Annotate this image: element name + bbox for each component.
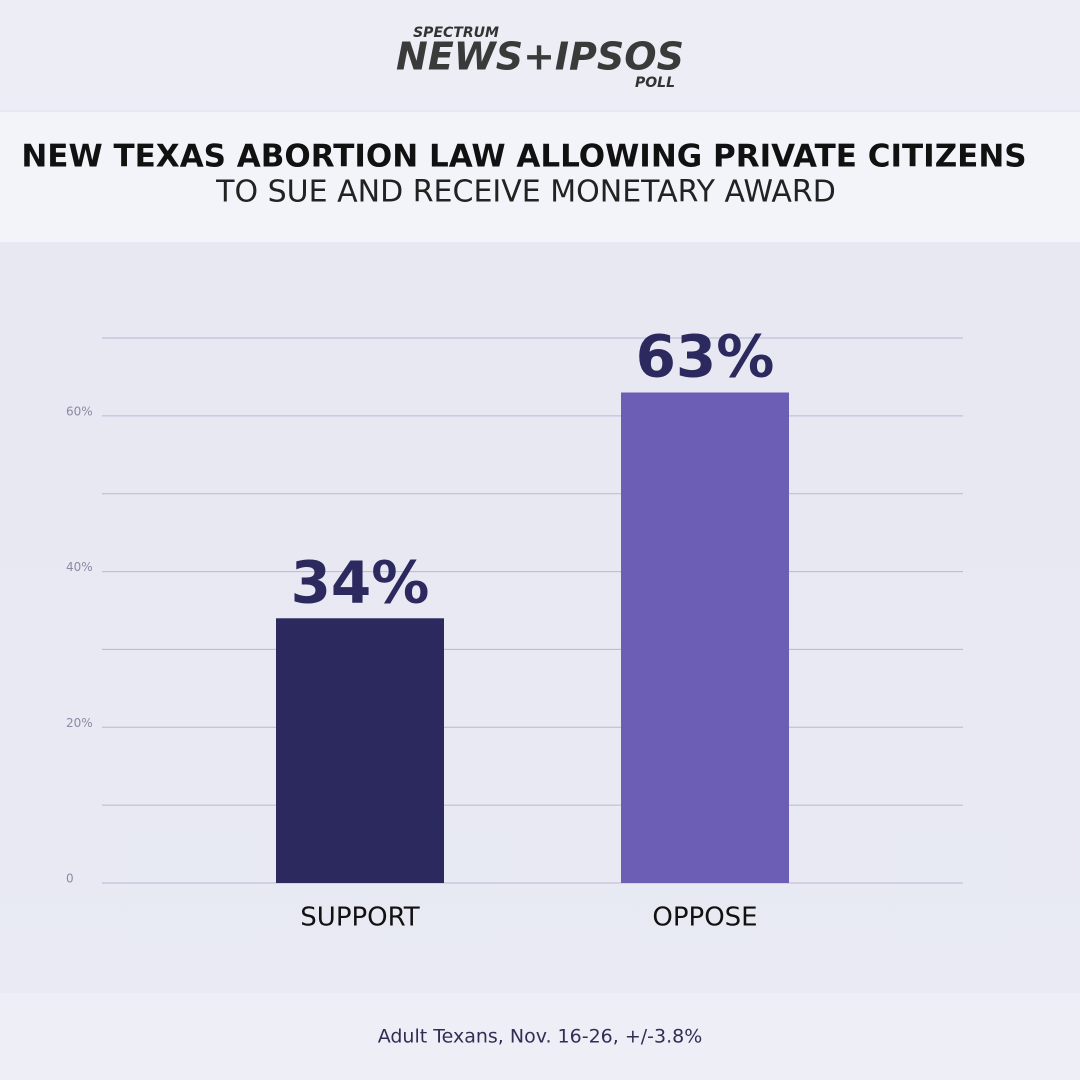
footer-band bbox=[0, 993, 1080, 1080]
bar bbox=[621, 392, 789, 883]
title-band bbox=[0, 112, 1080, 242]
value-label: 63% bbox=[636, 323, 775, 391]
y-tick-label: 60% bbox=[66, 404, 93, 418]
value-label: 34% bbox=[291, 548, 430, 616]
footnote: Adult Texans, Nov. 16-26, +/-3.8% bbox=[378, 1026, 703, 1048]
brand-main: NEWS+IPSOS bbox=[396, 35, 684, 79]
x-tick-label: SUPPORT bbox=[300, 903, 420, 933]
chart-subtitle: TO SUE AND RECEIVE MONETARY AWARD bbox=[215, 175, 836, 210]
brand-top: SPECTRUM bbox=[413, 25, 499, 41]
y-tick-label: 0 bbox=[66, 872, 74, 886]
chart-title: NEW TEXAS ABORTION LAW ALLOWING PRIVATE … bbox=[21, 139, 1026, 175]
y-tick-label: 20% bbox=[66, 716, 93, 730]
x-tick-label: OPPOSE bbox=[652, 903, 757, 933]
header-band bbox=[0, 0, 1080, 110]
y-tick-label: 40% bbox=[66, 560, 93, 574]
brand-bottom: POLL bbox=[635, 75, 675, 91]
bar bbox=[276, 618, 444, 883]
